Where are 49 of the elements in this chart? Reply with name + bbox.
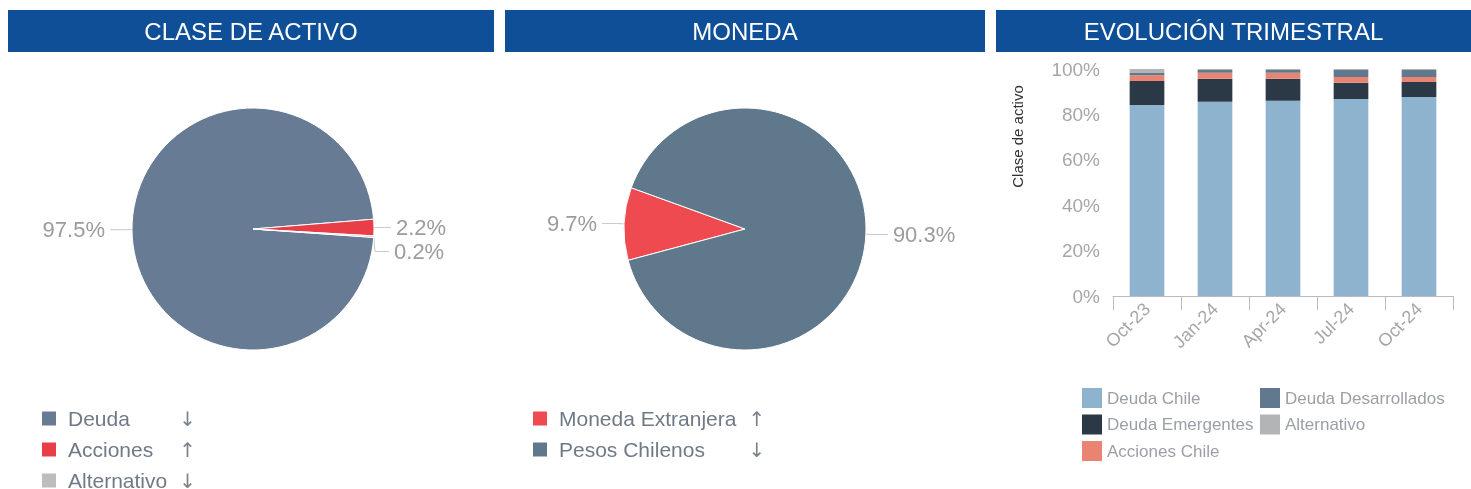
data-label: 97.5% — [42, 217, 105, 243]
bar — [1129, 105, 1165, 296]
bar — [1333, 82, 1369, 99]
legend-label: Alternativo — [1284, 415, 1366, 434]
data-label: 0.2% — [394, 238, 445, 264]
text: ↑ — [748, 406, 766, 431]
y-tick-label: 80% — [1061, 103, 1101, 125]
y-tick-label: 100% — [1051, 58, 1101, 80]
text: ↓ — [179, 468, 196, 489]
data-label: 9.7% — [546, 210, 598, 236]
y-tick-label: 20% — [1061, 240, 1101, 262]
bar — [1265, 100, 1301, 296]
chart-title: MONEDA — [505, 10, 985, 52]
legend-label: Pesos Chilenos — [559, 438, 705, 461]
legend-label: Deuda — [68, 407, 131, 430]
legend-label: Alternativo — [68, 469, 168, 489]
y-tick-label: 60% — [1061, 149, 1101, 171]
chart-title: EVOLUCIÓN TRIMESTRAL — [996, 10, 1471, 52]
bar — [1265, 78, 1301, 101]
text: ↑ — [179, 437, 196, 462]
bar — [1129, 75, 1165, 82]
bar — [1197, 101, 1233, 296]
bar — [1333, 98, 1369, 296]
bar — [1333, 76, 1369, 83]
bar — [1197, 72, 1233, 79]
text: ↓ — [748, 437, 766, 462]
data-label: 90.3% — [892, 222, 956, 248]
bar — [1129, 69, 1165, 74]
bar — [1265, 72, 1301, 79]
bar — [1401, 96, 1437, 296]
bar — [1401, 81, 1437, 97]
data-label: 2.2% — [395, 214, 447, 240]
y-axis-title: Clase de activo — [1009, 85, 1026, 188]
bar — [1401, 69, 1437, 77]
bar — [1129, 73, 1165, 76]
bar — [1197, 78, 1233, 102]
legend-label: Deuda Chile — [1107, 388, 1201, 408]
chart-title: CLASE DE ACTIVO — [8, 10, 494, 52]
bar — [1401, 76, 1437, 82]
y-tick-label: 40% — [1061, 194, 1101, 216]
legend-label: Acciones — [68, 438, 154, 461]
legend-label: Acciones Chile — [1107, 441, 1220, 461]
legend-label: Deuda Emergentes — [1107, 415, 1254, 434]
bar — [1333, 69, 1369, 77]
legend-label: Moneda Extranjera — [559, 407, 737, 430]
legend-label: Deuda Desarrollados — [1284, 388, 1445, 408]
text: ↓ — [179, 406, 196, 431]
y-tick-label: 0% — [1072, 285, 1101, 307]
bar — [1129, 81, 1165, 106]
